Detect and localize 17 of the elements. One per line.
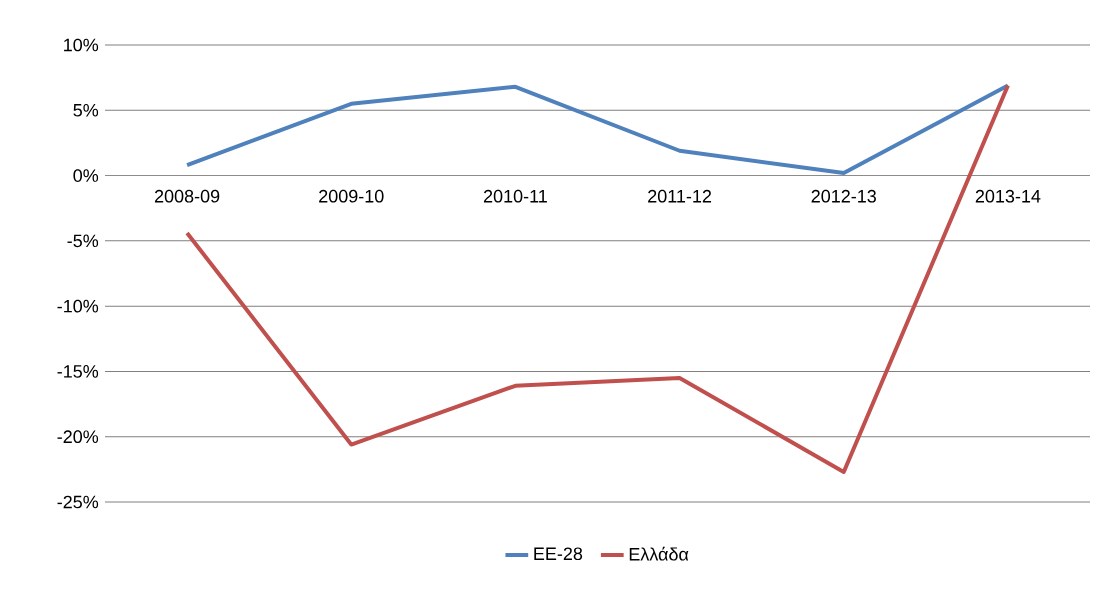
legend-label: Ελλάδα bbox=[629, 546, 689, 561]
x-tick-label: 2008-09 bbox=[154, 189, 220, 203]
y-tick-label: -5% bbox=[67, 234, 99, 248]
x-tick-label: 2013-14 bbox=[975, 189, 1041, 203]
y-tick-label: 5% bbox=[73, 103, 99, 117]
y-tick-label: -25% bbox=[57, 495, 99, 509]
y-tick-label: 10% bbox=[64, 38, 99, 52]
y-tick-label: -10% bbox=[57, 299, 99, 313]
y-tick-label: -15% bbox=[57, 365, 99, 378]
x-tick-label: 2012-13 bbox=[811, 189, 876, 203]
x-tick-label: 2009-10 bbox=[319, 189, 384, 203]
line-series bbox=[185, 83, 1010, 175]
x-tick-label: 2010-11 bbox=[483, 189, 547, 203]
y-tick-label: 0% bbox=[73, 169, 99, 182]
legend-label: ΕΕ-28 bbox=[534, 547, 583, 561]
y-tick-label: -20% bbox=[57, 430, 99, 444]
x-tick-label: 2011-12 bbox=[648, 189, 712, 203]
